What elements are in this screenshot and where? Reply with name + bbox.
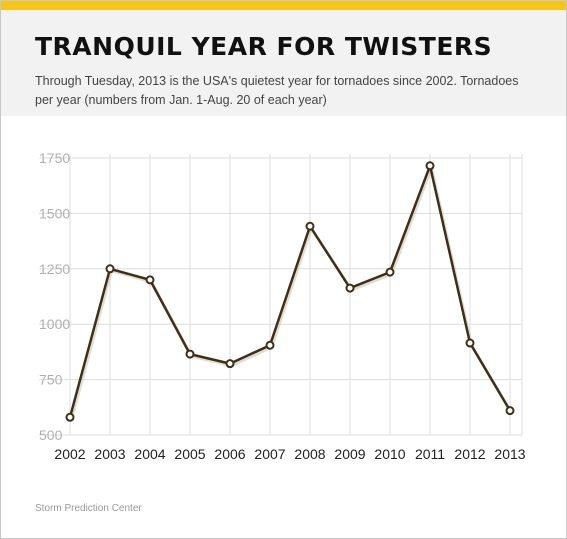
x-tick-label: 2004 (134, 446, 165, 462)
data-point (145, 275, 155, 285)
y-tick-label: 500 (39, 427, 63, 443)
data-point (65, 412, 75, 422)
data-point (225, 359, 235, 369)
x-tick-label: 2008 (294, 446, 325, 462)
x-tick-label: 2003 (94, 446, 125, 462)
series-layer (65, 161, 515, 422)
y-axis-labels: 500 750 1000 1250 1500 1750 (39, 150, 70, 443)
x-tick-label: 2013 (494, 446, 525, 462)
x-axis-labels: 2002 2003 2004 2005 2006 2007 2008 2009 2010 2011… (54, 446, 525, 462)
data-point (385, 267, 395, 277)
x-tick-label: 2009 (334, 446, 365, 462)
data-point (505, 406, 515, 416)
y-tick-label: 750 (39, 372, 63, 388)
data-point (265, 340, 275, 350)
series-line-shadow (70, 166, 513, 420)
x-tick-label: 2007 (254, 446, 285, 462)
accent-bar (1, 1, 566, 10)
source-note: Storm Prediction Center (35, 503, 142, 514)
x-tick-label: 2006 (214, 446, 245, 462)
chart-subtitle: Through Tuesday, 2013 is the USA's quiet… (35, 74, 519, 107)
data-point (185, 349, 195, 359)
data-point (105, 264, 115, 274)
header: TRANQUIL YEAR FOR TWISTERS Through Tuesd… (1, 10, 566, 116)
x-tick-label: 2011 (415, 446, 445, 462)
x-tick-label: 2010 (374, 446, 405, 462)
x-tick-label: 2002 (54, 446, 85, 462)
x-tick-label: 2012 (454, 446, 485, 462)
y-tick-label: 1250 (39, 261, 70, 277)
y-tick-label: 1750 (39, 150, 70, 166)
data-point (465, 338, 475, 348)
x-tick-label: 2005 (174, 446, 205, 462)
series-line (68, 164, 512, 418)
y-tick-label: 1500 (39, 205, 70, 221)
chart-title: TRANQUIL YEAR FOR TWISTERS (35, 32, 493, 61)
data-point (425, 161, 435, 171)
data-point (305, 221, 315, 231)
data-point (345, 283, 355, 293)
grid-layer (39, 154, 523, 436)
y-tick-label: 1000 (39, 316, 70, 332)
